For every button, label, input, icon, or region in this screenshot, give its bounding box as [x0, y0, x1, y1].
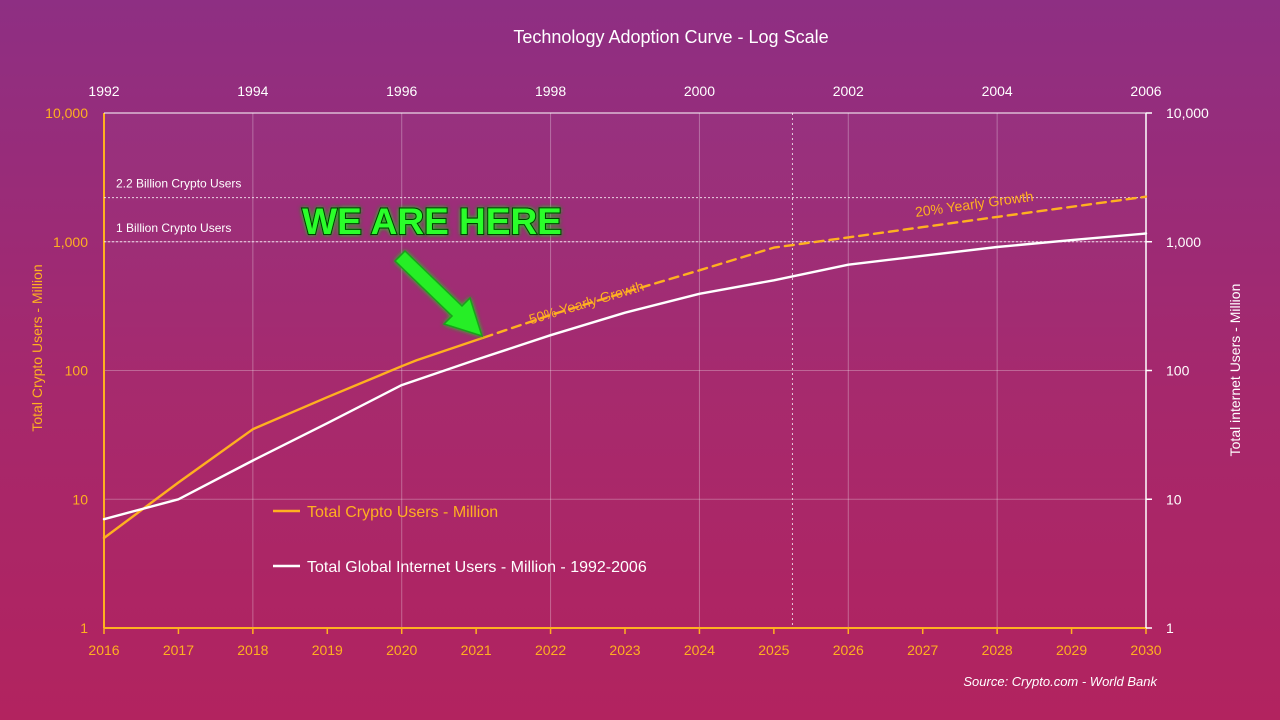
y-right-axis-label: Total internet Users - Million — [1227, 284, 1243, 457]
x-top-tick-label: 2002 — [833, 83, 864, 99]
internet-users-line — [102, 232, 1148, 521]
x-bottom-tick-label: 2020 — [386, 642, 417, 658]
callout-arrow-icon — [393, 249, 484, 338]
reference-lines: 2.2 Billion Crypto Users 1 Billion Crypto… — [104, 113, 1146, 628]
x-bottom-tick-label: 2029 — [1056, 642, 1087, 658]
x-bottom-tick-label: 2023 — [609, 642, 640, 658]
legend-label-crypto: Total Crypto Users - Million — [307, 504, 498, 521]
x-bottom-tick-label: 2030 — [1130, 642, 1161, 658]
y-right-tick-label: 100 — [1166, 363, 1190, 379]
y-left-tick-label: 10 — [72, 491, 88, 507]
y-left-tick-label: 1 — [80, 620, 88, 636]
x-bottom-tick-label: 2026 — [833, 642, 864, 658]
x-top-tick-label: 2000 — [684, 83, 715, 99]
x-bottom-tick-label: 2024 — [684, 642, 715, 658]
callout: WE ARE HERE — [301, 200, 563, 338]
plot-area — [104, 113, 1146, 628]
chart-title: Technology Adoption Curve - Log Scale — [513, 27, 828, 47]
reference-line-label: 1 Billion Crypto Users — [116, 221, 231, 235]
tick-labels: 2016 2017 2018 2019 2020 2021 2022 2023 2024 2025… — [45, 83, 1209, 658]
series-lines — [102, 195, 1148, 540]
x-top-tick-label: 2006 — [1130, 83, 1161, 99]
x-bottom-tick-label: 2019 — [312, 642, 343, 658]
y-left-axis-label: Total Crypto Users - Million — [29, 264, 45, 431]
x-bottom-tick-label: 2022 — [535, 642, 566, 658]
x-top-tick-label: 1998 — [535, 83, 566, 99]
y-right-tick-label: 10,000 — [1166, 105, 1209, 121]
y-right-tick-label: 1 — [1166, 620, 1174, 636]
y-right-tick-label: 1,000 — [1166, 234, 1201, 250]
gridlines — [103, 112, 1147, 629]
source-note: Source: Crypto.com - World Bank — [963, 674, 1158, 689]
x-bottom-tick-label: 2018 — [237, 642, 268, 658]
crypto-projection-line — [482, 195, 1148, 339]
x-top-tick-label: 1996 — [386, 83, 417, 99]
x-bottom-tick-label: 2016 — [88, 642, 119, 658]
crypto-users-line — [102, 336, 485, 540]
x-bottom-tick-label: 2021 — [461, 642, 492, 658]
y-left-tick-label: 100 — [65, 363, 89, 379]
x-top-tick-label: 1994 — [237, 83, 268, 99]
callout-text: WE ARE HERE — [302, 201, 562, 242]
x-top-tick-label: 1992 — [88, 83, 119, 99]
legend-label-internet: Total Global Internet Users - Million - … — [307, 559, 647, 576]
x-bottom-tick-label: 2028 — [982, 642, 1013, 658]
legend: Total Crypto Users - Million Total Globa… — [273, 504, 647, 576]
x-bottom-tick-label: 2017 — [163, 642, 194, 658]
x-bottom-tick-label: 2027 — [907, 642, 938, 658]
x-top-tick-label: 2004 — [982, 83, 1013, 99]
reference-line-label: 2.2 Billion Crypto Users — [116, 177, 241, 191]
y-right-tick-label: 10 — [1166, 491, 1182, 507]
y-left-tick-label: 10,000 — [45, 105, 88, 121]
y-left-tick-label: 1,000 — [53, 234, 88, 250]
x-bottom-tick-label: 2025 — [758, 642, 789, 658]
